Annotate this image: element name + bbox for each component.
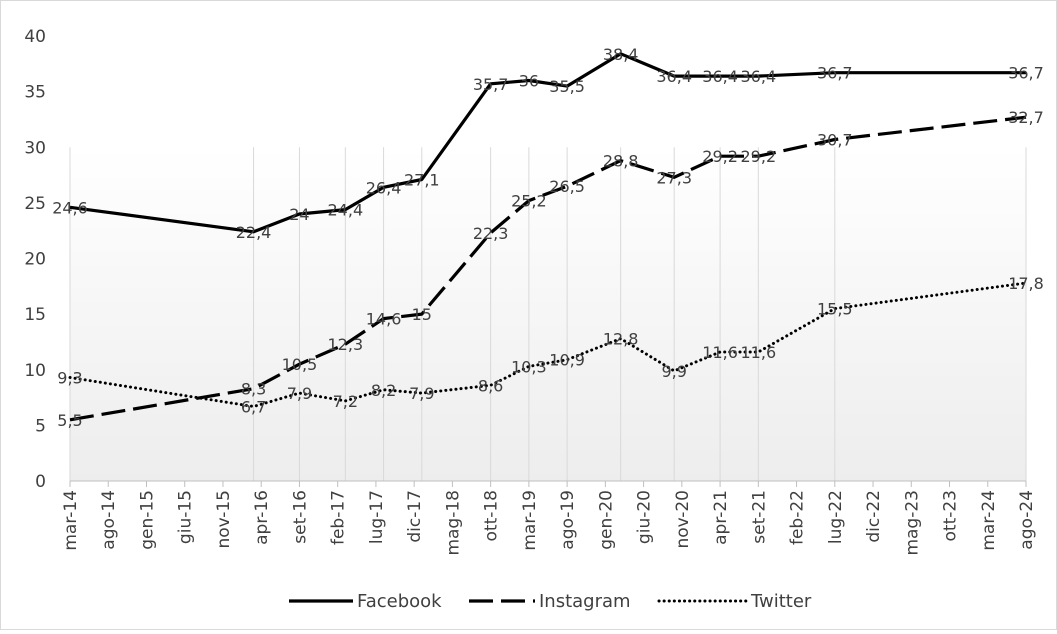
x-tick-label: mag-23 [902, 490, 922, 556]
x-tick-label: giu-20 [635, 490, 655, 544]
data-label: 28,8 [603, 152, 639, 171]
data-label: 9,3 [57, 369, 82, 388]
data-label: 15,5 [817, 300, 853, 319]
legend-label: Instagram [539, 591, 631, 612]
data-label: 14,6 [366, 310, 402, 329]
y-tick-label: 20 [24, 250, 46, 270]
data-label: 32,7 [1008, 108, 1044, 127]
data-label: 36,4 [702, 67, 738, 86]
data-label: 8,2 [371, 381, 396, 400]
data-label: 7,9 [287, 384, 312, 403]
data-label: 12,8 [603, 330, 639, 349]
data-label: 30,7 [817, 130, 853, 149]
series-line-facebook [69, 52, 1026, 234]
x-tick-label: ott-23 [941, 490, 961, 542]
x-tick-label: lug-17 [367, 490, 387, 544]
data-label: 17,8 [1008, 274, 1044, 293]
data-label: 36,7 [1008, 64, 1044, 83]
y-tick-label: 40 [24, 27, 46, 47]
data-label: 36,7 [817, 64, 853, 83]
x-tick-label: set-21 [749, 490, 769, 544]
y-tick-label: 5 [35, 416, 46, 436]
data-label: 36 [519, 72, 539, 91]
data-label: 9,9 [661, 362, 686, 381]
x-tick-label: apr-21 [711, 490, 731, 545]
x-tick-label: dic-17 [405, 490, 425, 543]
data-label: 35,7 [473, 75, 509, 94]
data-label: 36,4 [656, 67, 692, 86]
data-label: 8,6 [478, 376, 503, 395]
data-label: 24,4 [328, 201, 364, 220]
x-tick-label: lug-22 [826, 490, 846, 544]
y-tick-label: 30 [24, 138, 46, 158]
data-label: 27,1 [404, 171, 440, 190]
y-tick-label: 15 [24, 305, 46, 325]
x-tick-label: gen-20 [596, 490, 616, 550]
data-label: 10,3 [511, 357, 547, 376]
x-tick-label: mar-14 [61, 490, 81, 551]
data-label: 8,3 [241, 380, 266, 399]
data-label: 38,4 [603, 45, 639, 64]
x-tick-label: nov-20 [673, 490, 693, 549]
x-tick-label: feb-22 [788, 490, 808, 545]
series-line-twitter [68, 281, 1028, 408]
data-label: 29,2 [702, 147, 738, 166]
plot-area [70, 147, 1026, 481]
data-label: 26,4 [366, 178, 402, 197]
data-label: 24 [289, 205, 309, 224]
data-label: 6,7 [241, 397, 266, 416]
data-label: 7,9 [409, 384, 434, 403]
x-tick-label: ago-14 [99, 490, 119, 550]
data-label: 26,5 [549, 177, 585, 196]
data-label: 11,6 [741, 343, 777, 362]
data-label: 22,4 [236, 223, 272, 242]
x-tick-label: nov-15 [214, 490, 234, 549]
x-tick-label: mar-19 [520, 490, 540, 551]
x-tick-label: dic-22 [864, 490, 884, 543]
x-tick-label: ago-24 [1017, 490, 1037, 550]
x-tick-label: giu-15 [176, 490, 196, 544]
data-label: 27,3 [656, 168, 692, 187]
data-label: 36,4 [741, 67, 777, 86]
x-tick-label: ott-18 [482, 490, 502, 542]
x-tick-label: feb-17 [329, 490, 349, 545]
y-tick-label: 10 [24, 361, 46, 381]
series-line-instagram [69, 115, 1027, 422]
x-tick-label: set-16 [290, 490, 310, 544]
data-label: 24,6 [52, 198, 88, 217]
y-tick-label: 0 [35, 472, 46, 492]
data-label: 25,2 [511, 192, 547, 211]
data-label: 7,2 [333, 392, 358, 411]
data-label: 35,5 [549, 77, 585, 96]
x-tick-label: mag-18 [443, 490, 463, 556]
x-tick-label: mar-24 [979, 490, 999, 551]
data-label: 10,5 [282, 355, 318, 374]
data-label: 12,3 [328, 335, 364, 354]
y-tick-label: 35 [24, 83, 46, 103]
x-tick-label: ago-19 [558, 490, 578, 550]
legend-label: Facebook [357, 591, 442, 612]
data-label: 29,2 [741, 147, 777, 166]
x-tick-label: apr-16 [252, 490, 272, 545]
data-label: 22,3 [473, 224, 509, 243]
data-label: 5,5 [57, 411, 82, 430]
data-label: 10,9 [549, 351, 585, 370]
y-tick-label: 25 [24, 194, 46, 214]
x-tick-label: gen-15 [137, 490, 157, 550]
data-label: 15 [412, 305, 432, 324]
data-label: 11,6 [702, 343, 738, 362]
legend-label: Twitter [750, 591, 812, 612]
